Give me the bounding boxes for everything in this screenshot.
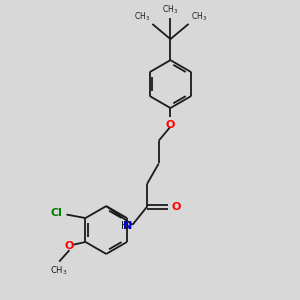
Text: O: O [172,202,181,212]
Text: CH$_3$: CH$_3$ [191,10,207,23]
Text: CH$_3$: CH$_3$ [162,3,178,16]
Text: H: H [121,221,128,231]
Text: Cl: Cl [51,208,63,218]
Text: N: N [123,221,132,231]
Text: O: O [65,242,74,251]
Text: CH$_3$: CH$_3$ [134,10,150,23]
Text: CH$_3$: CH$_3$ [50,265,68,277]
Text: O: O [166,120,175,130]
